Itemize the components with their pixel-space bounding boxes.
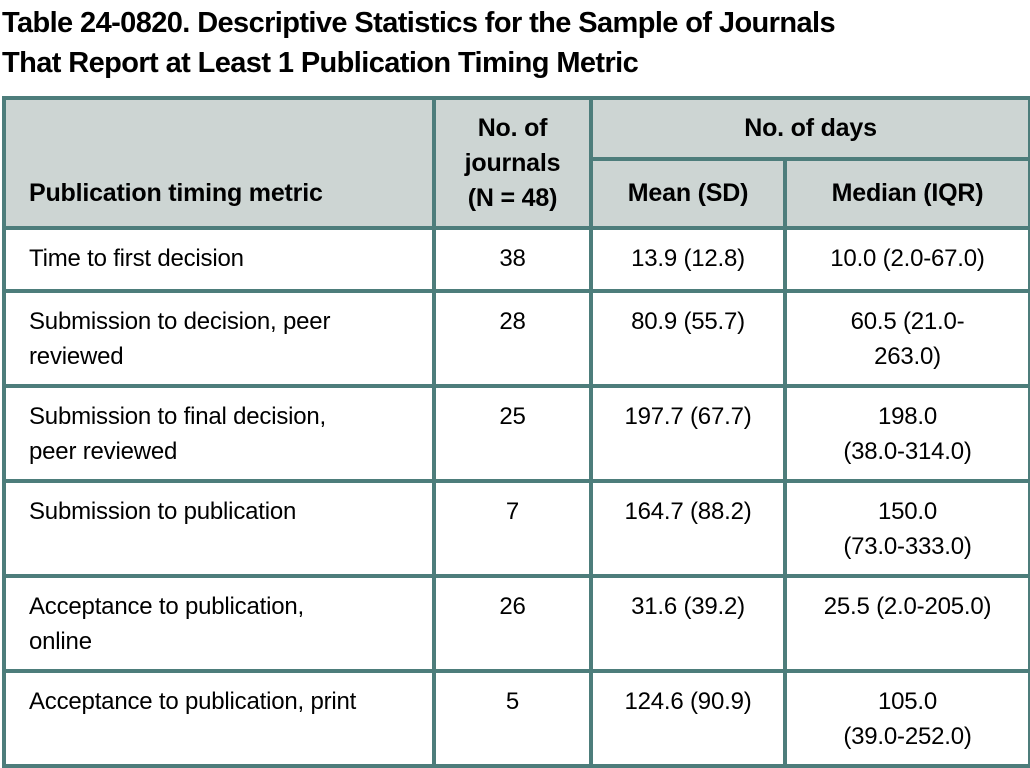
metric-cell: Submission to decision, peer reviewed: [2, 289, 436, 388]
n-journals-cell: 28: [432, 289, 593, 388]
mean-cell: 124.6 (90.9): [589, 669, 787, 768]
metric-cell: Acceptance to publication, print: [2, 669, 436, 768]
n-journals-cell: 7: [432, 479, 593, 578]
mean-cell: 31.6 (39.2): [589, 574, 787, 673]
table-row: Time to first decision 38 13.9 (12.8) 10…: [2, 226, 1030, 293]
n-journals-cell: 25: [432, 384, 593, 483]
table-title: Table 24-0820. Descriptive Statistics fo…: [2, 7, 836, 79]
table-body: Time to first decision 38 13.9 (12.8) 10…: [2, 226, 1030, 768]
metric-cell: Submission to final decision, peer revie…: [2, 384, 436, 483]
mean-cell: 197.7 (67.7): [589, 384, 787, 483]
metric-cell: Submission to publication: [2, 479, 436, 578]
mean-cell: 80.9 (55.7): [589, 289, 787, 388]
metric-cell: Time to first decision: [2, 226, 436, 293]
column-header-publication-timing-metric: Publication timing metric: [2, 96, 436, 230]
median-cell: 150.0 (73.0-333.0): [782, 479, 1030, 578]
mean-cell: 164.7 (88.2): [589, 479, 787, 578]
median-cell: 105.0 (39.0-252.0): [782, 669, 1030, 768]
n-journals-cell: 5: [432, 669, 593, 768]
header-row-sub: Mean (SD) Median (IQR): [4, 157, 1030, 230]
table-row: Submission to publication 7 164.7 (88.2)…: [2, 479, 1030, 578]
table-row: Submission to decision, peer reviewed 28…: [2, 289, 1030, 388]
median-cell: 60.5 (21.0- 263.0): [782, 289, 1030, 388]
column-header-median-iqr: Median (IQR): [782, 157, 1030, 230]
header-row-group: Publication timing metric No. of journal…: [2, 96, 1030, 230]
table-row: Acceptance to publication, print 5 124.6…: [2, 669, 1030, 768]
mean-cell: 13.9 (12.8): [589, 226, 787, 293]
median-cell: 25.5 (2.0-205.0): [782, 574, 1030, 673]
descriptive-statistics-table: Publication timing metric No. of journal…: [2, 96, 1030, 768]
n-journals-cell: 38: [432, 226, 593, 293]
column-header-mean-sd: Mean (SD): [589, 157, 787, 230]
metric-cell: Acceptance to publication, online: [2, 574, 436, 673]
column-header-no-of-journals: No. of journals (N = 48): [432, 96, 593, 230]
column-group-header-no-of-days: No. of days: [588, 96, 1030, 161]
n-journals-cell: 26: [432, 574, 593, 673]
table-header: Publication timing metric No. of journal…: [2, 96, 1030, 230]
median-cell: 10.0 (2.0-67.0): [782, 226, 1030, 293]
table-row: Submission to final decision, peer revie…: [2, 384, 1030, 483]
table-row: Acceptance to publication, online 26 31.…: [2, 574, 1030, 673]
median-cell: 198.0 (38.0-314.0): [782, 384, 1030, 483]
